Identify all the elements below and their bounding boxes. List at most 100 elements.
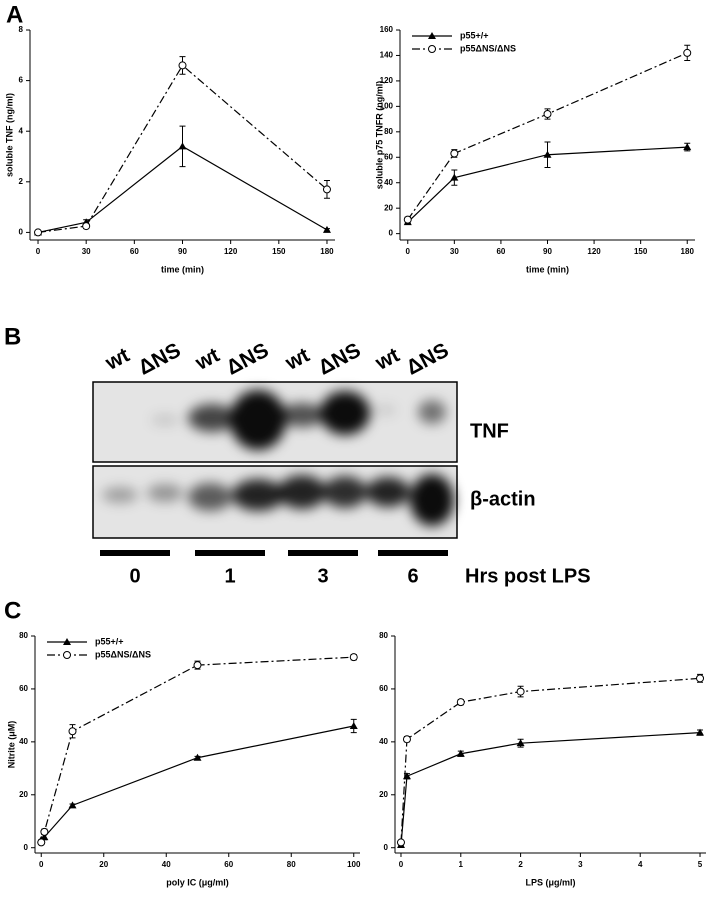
x-tick-label: 180 [320, 247, 334, 256]
lane-label: ΔNS [403, 339, 453, 380]
timepoint: 0 [129, 565, 140, 587]
series-line [400, 677, 701, 843]
y-tick-label: 80 [19, 631, 28, 640]
bands [151, 390, 446, 450]
marker [37, 838, 46, 847]
x-tick-label: 0 [399, 860, 404, 869]
time-bar [288, 550, 358, 556]
x-tick-label: 150 [272, 247, 286, 256]
y-tick-label: 40 [19, 737, 28, 746]
x-tick-label: 180 [681, 247, 695, 256]
blot: TNF β-actin 0 1 3 6 Hrs post LPS [92, 381, 591, 587]
x-tick-label: 0 [39, 860, 44, 869]
panel-label: B [4, 323, 21, 350]
lane-label: wt [281, 344, 313, 376]
y-tick-label: 60 [19, 684, 28, 693]
chart: 0 20 40 60 80 100 120 140 160 0 30 60 90 120 150 180 tim… [374, 25, 695, 274]
series-line [407, 146, 688, 223]
marker [402, 735, 411, 744]
marker [68, 727, 77, 736]
marker [683, 48, 692, 57]
x-tick-label: 90 [543, 247, 552, 256]
y-axis-label: Nitrite (μM) [6, 721, 16, 769]
y-tick-label: 20 [384, 203, 393, 212]
y-axis-label: soluble p75 TNFR (ng/ml) [374, 81, 384, 190]
marker [516, 687, 525, 696]
marker [40, 827, 49, 836]
y-tick-label: 120 [380, 76, 394, 85]
legend-label: p55ΔNS/ΔNS [95, 649, 151, 659]
lane-label: wt [371, 344, 403, 376]
x-tick-label: 4 [638, 860, 643, 869]
chart: 0 2 4 6 8 0 30 60 90 120 150 180 time (min) soluble T… [4, 25, 335, 274]
x-tick-label: 90 [178, 247, 187, 256]
marker [456, 749, 465, 757]
marker [322, 225, 331, 233]
timepoint: 6 [407, 565, 418, 587]
y-tick-label: 0 [19, 228, 24, 237]
x-tick-label: 30 [450, 247, 459, 256]
bands [102, 474, 454, 526]
time-bar [195, 550, 265, 556]
lane-label: ΔNS [135, 339, 185, 380]
y-tick-label: 20 [19, 790, 28, 799]
x-axis-label: time (min) [161, 264, 204, 274]
y-tick-label: 160 [380, 25, 394, 34]
x-tick-label: 80 [287, 860, 296, 869]
lane-label: ΔNS [315, 339, 365, 380]
marker [696, 674, 705, 683]
marker [349, 653, 358, 662]
x-tick-label: 60 [224, 860, 233, 869]
marker [68, 801, 77, 809]
marker [403, 215, 412, 224]
lane-label: wt [191, 344, 223, 376]
legend-marker [428, 32, 436, 39]
marker [543, 110, 552, 118]
y-tick-label: 60 [379, 684, 388, 693]
timepoint: 3 [317, 565, 328, 587]
marker [322, 185, 331, 194]
lane-label: ΔNS [223, 339, 273, 380]
series-line [37, 145, 328, 233]
marker [34, 228, 43, 237]
band-label: TNF [470, 420, 509, 442]
x-axis-label: time (min) [526, 264, 569, 274]
x-tick-label: 60 [496, 247, 505, 256]
legend-marker [63, 638, 71, 645]
legend-marker [63, 651, 71, 659]
y-tick-label: 20 [379, 790, 388, 799]
y-tick-label: 40 [384, 178, 393, 187]
legend-label: p55+/+ [460, 30, 489, 40]
series-line [40, 725, 354, 841]
x-tick-label: 20 [99, 860, 108, 869]
marker [516, 739, 525, 747]
marker [396, 838, 405, 847]
x-tick-label: 30 [82, 247, 91, 256]
x-tick-label: 0 [406, 247, 411, 256]
timepoint: 1 [224, 565, 235, 587]
y-tick-label: 0 [389, 229, 394, 238]
marker [178, 142, 187, 150]
marker [193, 661, 202, 670]
marker [543, 150, 552, 158]
panel-label: A [6, 1, 23, 28]
y-tick-label: 4 [19, 126, 24, 135]
series-line [407, 52, 688, 220]
x-tick-label: 120 [587, 247, 601, 256]
y-tick-label: 8 [19, 25, 24, 34]
marker [349, 721, 358, 729]
y-tick-label: 2 [19, 177, 24, 186]
marker [178, 61, 187, 70]
marker [683, 143, 692, 151]
time-bar [100, 550, 170, 556]
y-tick-label: 100 [380, 101, 394, 110]
y-tick-label: 60 [384, 152, 393, 161]
x-tick-label: 100 [347, 860, 361, 869]
x-tick-label: 5 [698, 860, 703, 869]
legend-label: p55+/+ [95, 636, 124, 646]
x-tick-label: 2 [518, 860, 523, 869]
x-tick-label: 60 [130, 247, 139, 256]
y-tick-label: 80 [384, 127, 393, 136]
legend-label: p55ΔNS/ΔNS [460, 43, 516, 53]
